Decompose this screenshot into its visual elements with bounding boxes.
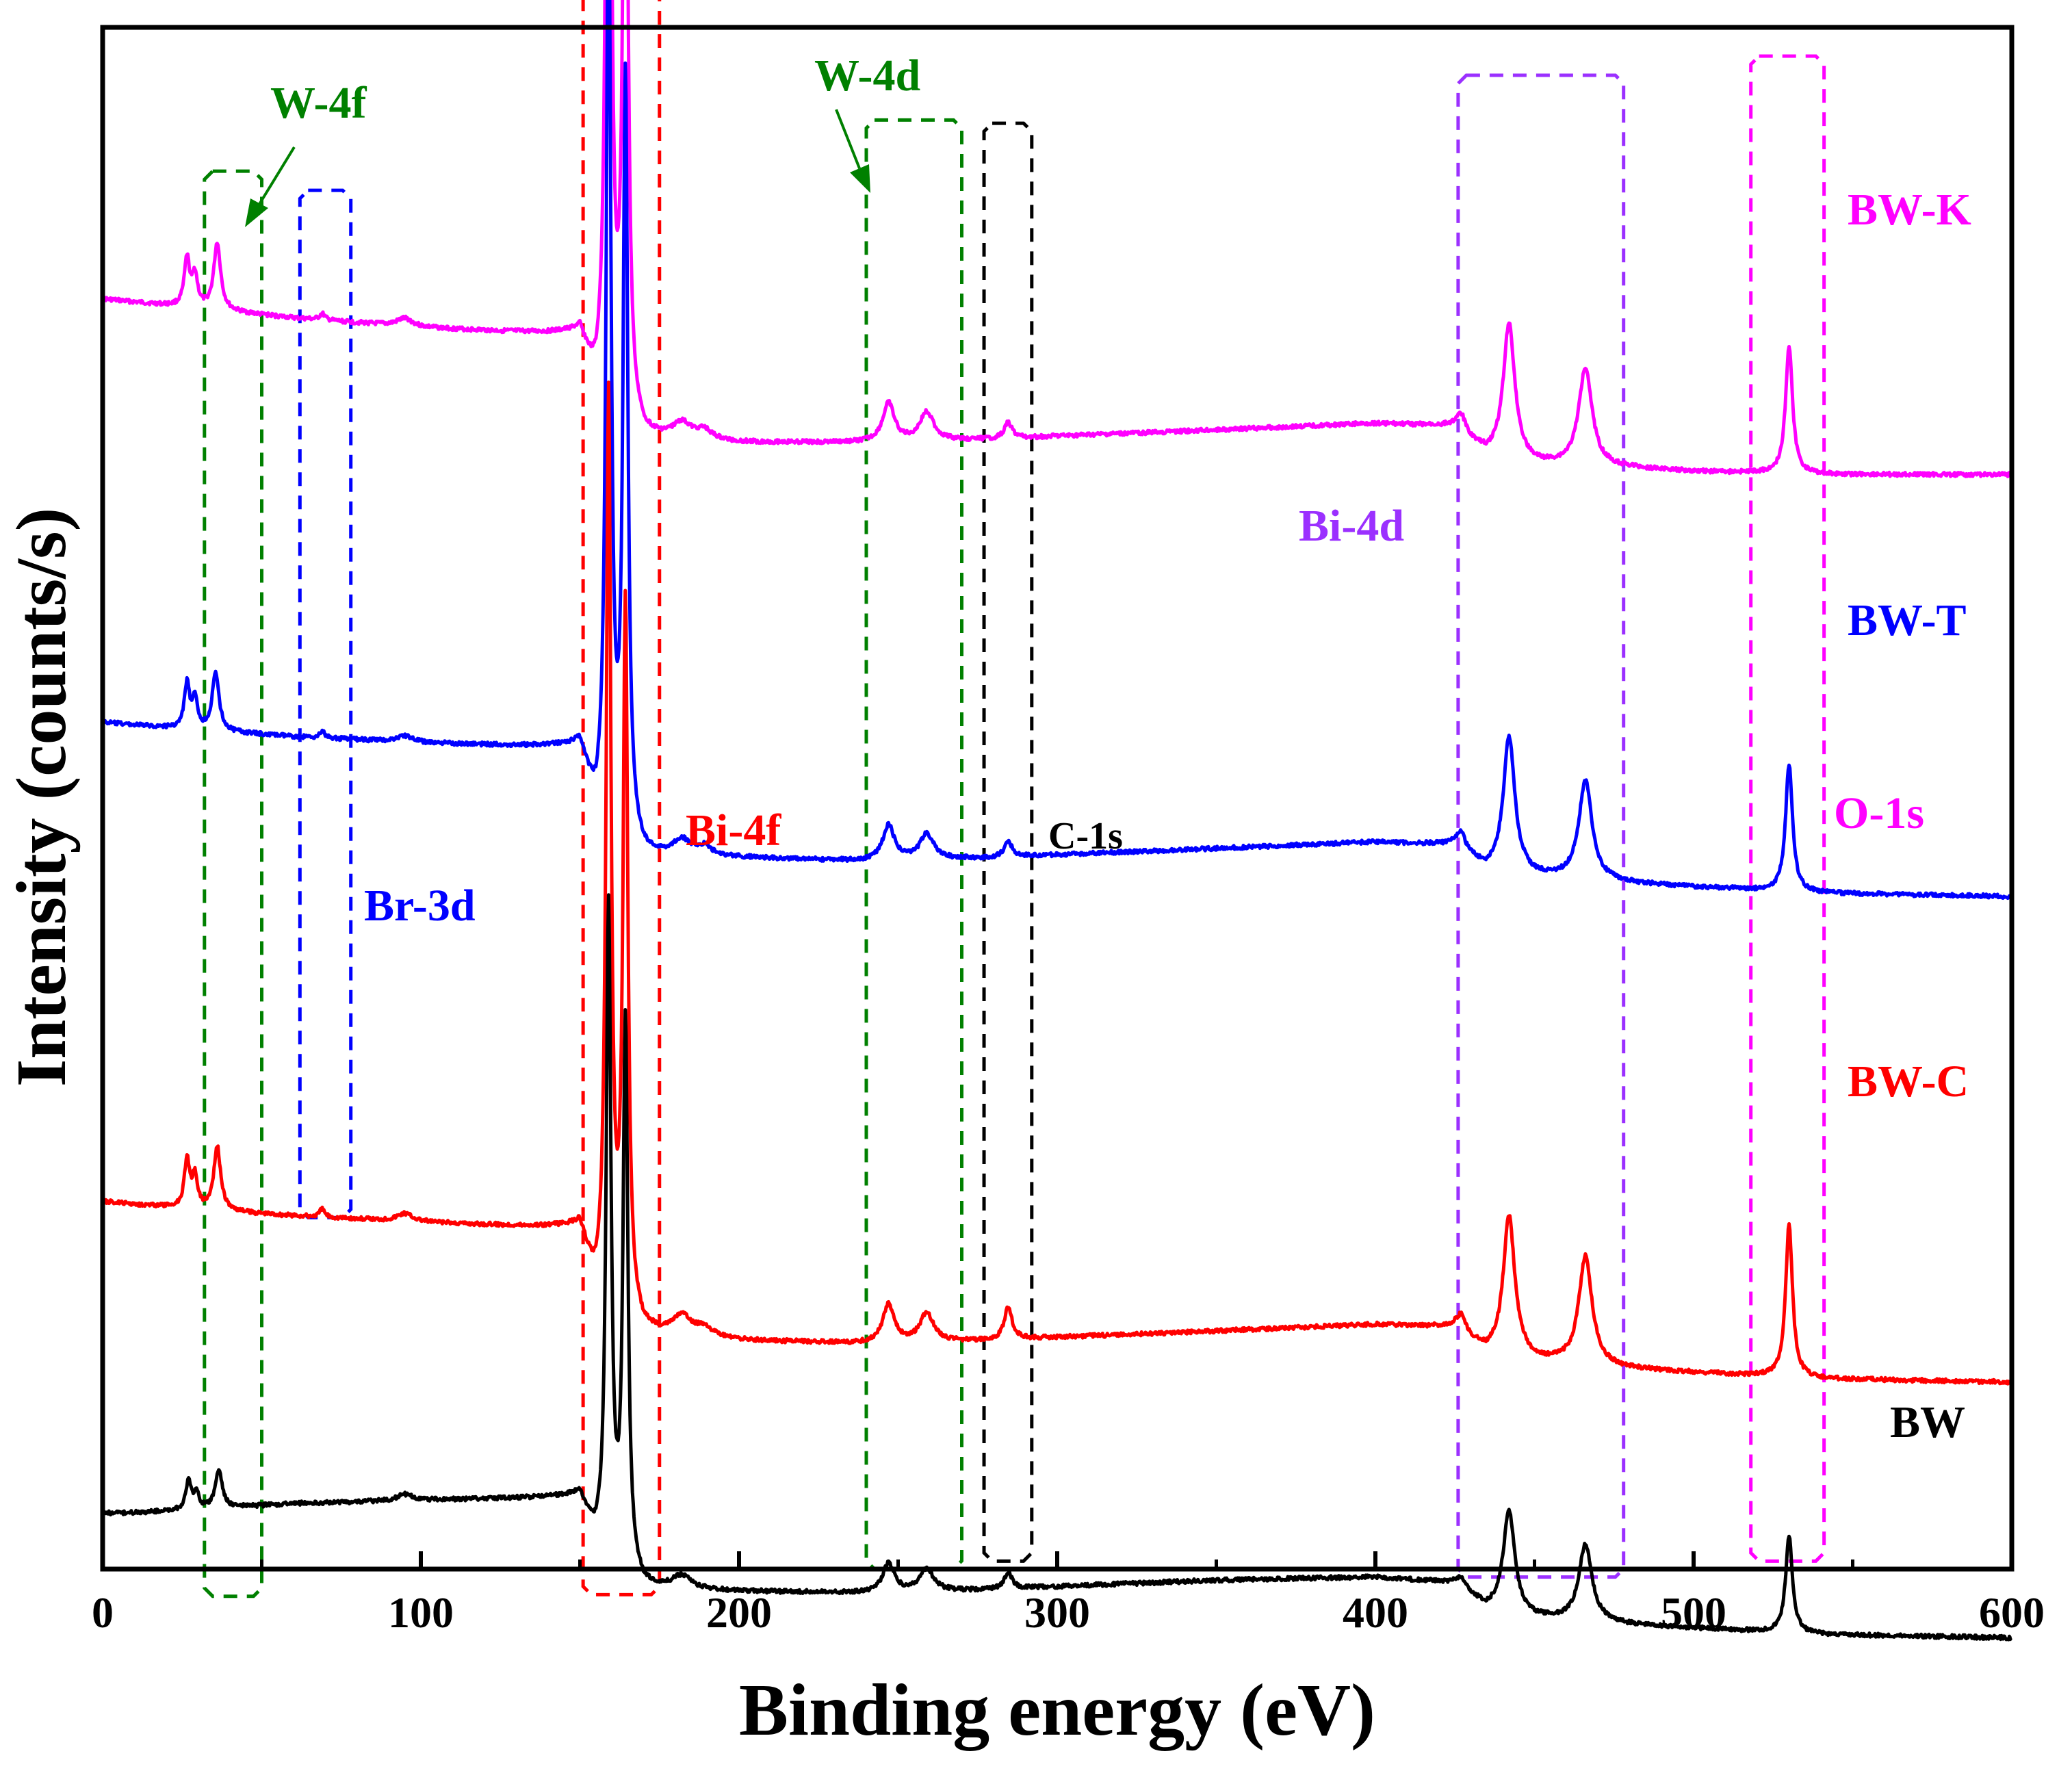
label-w-4d: W-4d <box>814 51 920 101</box>
region-box-o-1s <box>1749 54 1826 1563</box>
series-line-bw <box>101 893 2013 1642</box>
series-line-bw-c <box>101 380 2014 1386</box>
x-tick-label-200: 200 <box>706 1588 772 1637</box>
arrow-w-4f <box>245 146 296 227</box>
spectra <box>101 0 2014 1642</box>
region-box-c-1s <box>982 121 1034 1563</box>
x-axis-title: Binding energy (eV) <box>739 1670 1375 1751</box>
x-axis: 0 100 200 300 400 500 600 Binding energy… <box>92 1551 2045 1751</box>
label-bi-4d: Bi-4d <box>1299 501 1404 551</box>
region-box-w-4f <box>203 169 263 1599</box>
label-w-4f: W-4f <box>270 78 367 128</box>
series-line-bw-t <box>101 0 2013 901</box>
region-box-bi-4f <box>581 0 662 1596</box>
y-axis-title: Intensity (counts/s) <box>2 508 81 1087</box>
series-label-bw-c: BW-C <box>1848 1057 1969 1106</box>
x-axis-major-ticks <box>101 1551 2014 1569</box>
region-box-br-3d <box>298 188 353 1219</box>
label-o-1s: O-1s <box>1834 788 1924 838</box>
series-labels: BW-K BW-T BW-C BW <box>1848 185 1971 1447</box>
x-tick-label-300: 300 <box>1024 1588 1090 1637</box>
series-label-bw-t: BW-T <box>1848 595 1967 645</box>
annotation-labels: W-4f W-4d Br-3d Bi-4f C-1s Bi-4d O-1s <box>270 51 1924 931</box>
x-tick-label-0: 0 <box>92 1588 114 1637</box>
region-box-bi-4d <box>1456 73 1626 1579</box>
series-label-bw-k: BW-K <box>1848 185 1971 235</box>
annotation-arrows <box>245 109 870 227</box>
region-box-w-4d <box>864 118 963 1571</box>
region-boxes <box>203 0 1826 1599</box>
x-tick-label-600: 600 <box>1979 1588 2045 1637</box>
arrow-w-4d <box>835 109 870 193</box>
label-c-1s: C-1s <box>1048 815 1123 857</box>
x-tick-label-100: 100 <box>388 1588 454 1637</box>
x-tick-label-400: 400 <box>1343 1588 1408 1637</box>
x-tick-label-500: 500 <box>1661 1588 1726 1637</box>
label-bi-4f: Bi-4f <box>686 805 781 855</box>
label-br-3d: Br-3d <box>364 881 476 931</box>
x-axis-minor-ticks <box>260 1560 1854 1569</box>
series-line-bw-k <box>101 0 2014 478</box>
series-label-bw: BW <box>1890 1397 1965 1447</box>
